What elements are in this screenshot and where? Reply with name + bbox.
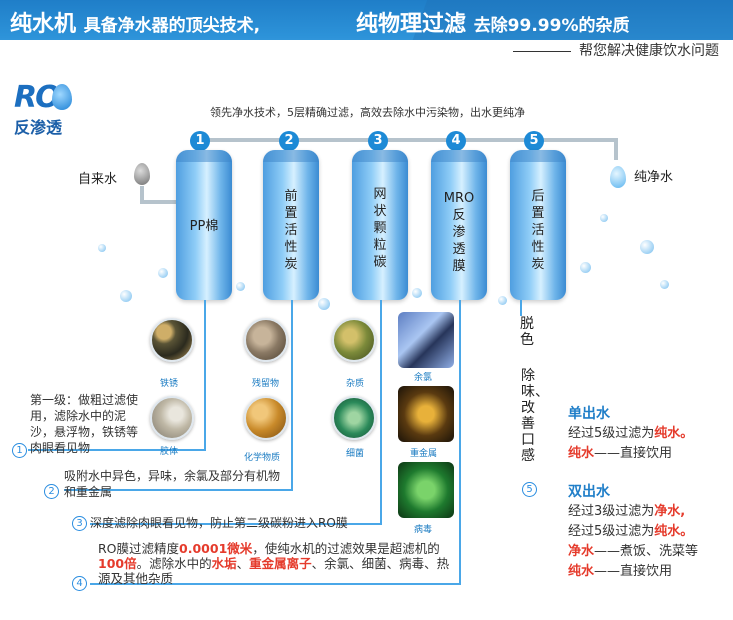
water-drop-icon	[52, 84, 72, 110]
chemical-image	[244, 396, 288, 440]
single-output-line-2: 纯水——直接饮用	[568, 446, 673, 461]
residue-image	[244, 318, 288, 362]
impurity-label: 杂质	[346, 379, 365, 389]
single-output-title: 单出水	[568, 406, 610, 422]
connector-line-1	[204, 300, 206, 450]
bubble-icon	[412, 288, 422, 298]
step2-description: 吸附水中异色，异味，余氯及部分有机物和重金属	[64, 469, 281, 499]
double-output-line-2: 经过5级过滤为纯水。	[568, 524, 694, 539]
filter-number-2: 2	[279, 131, 299, 151]
ro-logo: RO 反渗透	[14, 80, 76, 137]
bubble-icon	[498, 296, 507, 305]
top-banner: 纯水机 具备净水器的顶尖技术, 纯物理过滤 去除99.99%的杂质 帮您解决健康…	[0, 0, 733, 62]
connector-line-3	[380, 300, 382, 524]
filter-ro-membrane	[431, 150, 487, 300]
single-output-block: 单出水 经过5级过滤为纯水。 纯水——直接饮用	[568, 404, 693, 464]
double-output-line-3: 净水——煮饭、洗菜等	[568, 544, 699, 559]
impurity-label: 化学物质	[244, 453, 281, 463]
connector-line-1-h	[28, 449, 206, 451]
filter-label-4-top: MRO	[443, 191, 475, 206]
connector-line-5	[520, 300, 522, 316]
inlet-pipe-h	[140, 200, 180, 204]
impurity-label: 胶体	[160, 447, 179, 457]
single-output-line-1: 经过5级过滤为纯水。	[568, 426, 694, 441]
double-output-title: 双出水	[568, 484, 610, 500]
filter-label-1: PP棉	[189, 219, 219, 234]
inlet-pipe-v	[140, 186, 144, 202]
step1-description: 第一级：做粗过滤使用，滤除水中的泥沙，悬浮物，铁锈等肉眼看见物	[30, 393, 139, 455]
outlet-pipe	[614, 138, 618, 160]
filter-mesh-carbon	[352, 150, 408, 300]
step5-benefit-1: 脱色	[520, 316, 534, 348]
banner-headline-1: 纯水机 具备净水器的顶尖技术,	[10, 12, 261, 37]
filter-pp-cotton	[176, 150, 232, 300]
filter-label-4: 反渗透膜	[452, 208, 466, 274]
ro-logo-text: 反渗透	[14, 118, 63, 137]
bubble-icon	[98, 244, 106, 252]
rust-image	[150, 318, 194, 362]
step1-number: 1	[12, 443, 27, 458]
step4-number: 4	[72, 576, 87, 591]
filter-label-5: 后置活性炭	[531, 189, 545, 272]
connector-line-4	[459, 300, 461, 584]
top-pipe-out	[544, 138, 618, 142]
banner-headline-2: 纯物理过滤 去除99.99%的杂质	[356, 12, 630, 37]
connector-line-2-h	[64, 489, 293, 491]
impurity-label: 重金属	[410, 449, 438, 459]
bubble-icon	[580, 262, 591, 273]
bubble-icon	[120, 290, 132, 302]
step3-number: 3	[72, 516, 87, 531]
step3-description: 深度滤除肉眼看见物，防止第二级碳粉进入RO膜	[90, 516, 348, 530]
filter-number-5: 5	[524, 131, 544, 151]
filter-pre-carbon	[263, 150, 319, 300]
impurity-label: 病毒	[414, 525, 433, 535]
outlet-label: 纯净水	[634, 170, 674, 185]
filter-number-1: 1	[190, 131, 210, 151]
intro-text: 领先净水技术，5层精确过滤，高效去除水中污染物，出水更纯净	[210, 106, 525, 119]
step5-benefit-2: 除味、改善口感	[521, 368, 549, 464]
bacteria-image	[332, 396, 376, 440]
double-output-line-4: 纯水——直接饮用	[568, 564, 673, 579]
impurity-label: 铁锈	[160, 379, 179, 389]
step4-description: RO膜过滤精度0.0001微米，使纯水机的过滤效果是超滤机的100倍。滤除水中的…	[98, 541, 450, 586]
connector-line-3-h	[90, 523, 382, 525]
bubble-icon	[600, 214, 608, 222]
tap-water-drop-icon	[134, 163, 150, 185]
chlorine-image	[398, 312, 454, 368]
inlet-label: 自来水	[78, 172, 118, 187]
connector-line-4-h	[90, 583, 461, 585]
connector-line-2	[291, 300, 293, 490]
bubble-icon	[640, 240, 654, 254]
double-output-block: 双出水 经过3级过滤为净水, 经过5级过滤为纯水。 净水——煮饭、洗菜等 纯水—…	[568, 482, 698, 582]
banner-subline: 帮您解决健康饮水问题	[513, 40, 719, 60]
bubble-icon	[158, 268, 168, 278]
double-output-line-1: 经过3级过滤为净水,	[568, 504, 686, 519]
virus-image	[398, 462, 454, 518]
colloid-image	[150, 396, 194, 440]
impurity-label: 余氯	[414, 373, 433, 383]
pure-water-drop-icon	[610, 166, 626, 188]
filter-number-3: 3	[368, 131, 388, 151]
filter-label-3: 网状颗粒碳	[373, 187, 387, 270]
filter-number-4: 4	[446, 131, 466, 151]
step5-number: 5	[522, 482, 537, 497]
filter-label-2: 前置活性炭	[284, 189, 298, 272]
bubble-icon	[660, 280, 669, 289]
impurity-label: 残留物	[252, 379, 280, 389]
bubble-icon	[236, 282, 245, 291]
heavy-metal-image	[398, 386, 454, 442]
bubble-icon	[318, 298, 330, 310]
step2-number: 2	[44, 484, 59, 499]
impurity-label: 细菌	[346, 449, 365, 459]
filter-post-carbon	[510, 150, 566, 300]
impurities-image	[332, 318, 376, 362]
